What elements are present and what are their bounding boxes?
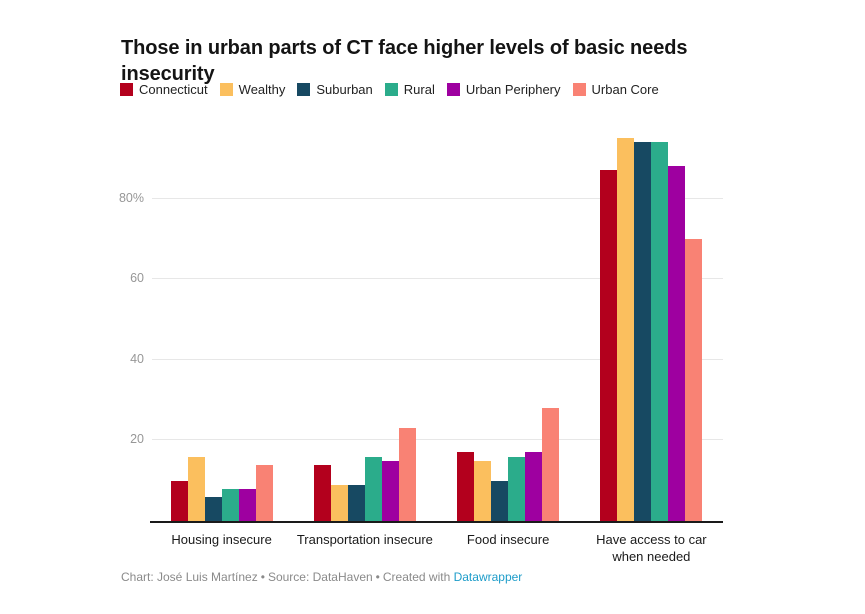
legend: Connecticut Wealthy Suburban Rural Urban Per… bbox=[120, 82, 820, 97]
legend-swatch-icon bbox=[297, 83, 311, 96]
footer-separator: • bbox=[260, 570, 265, 584]
chart-title: Those in urban parts of CT face higher l… bbox=[121, 37, 688, 86]
bar-urban-core bbox=[685, 239, 703, 521]
legend-item-suburban: Suburban bbox=[297, 82, 373, 97]
bar-rural bbox=[221, 489, 239, 521]
legend-swatch-icon bbox=[120, 83, 133, 96]
created-with-text: Created with bbox=[382, 570, 451, 584]
bar-wealthy bbox=[187, 457, 205, 521]
legend-swatch-icon bbox=[219, 83, 233, 96]
x-axis-category-label: Housing insecure bbox=[171, 532, 272, 547]
legend-item-wealthy: Wealthy bbox=[219, 82, 286, 97]
gridline bbox=[152, 278, 723, 280]
y-axis-tick-label: 60 bbox=[130, 271, 144, 286]
bar-suburban bbox=[204, 497, 222, 521]
bar-group-1 bbox=[170, 457, 273, 521]
x-axis-category-label: Food insecure bbox=[466, 532, 550, 547]
legend-item-connecticut: Connecticut bbox=[120, 82, 208, 97]
legend-label: Connecticut bbox=[139, 82, 208, 97]
bar-urban-periphery bbox=[238, 489, 256, 521]
legend-swatch-icon bbox=[572, 83, 586, 96]
bar-connecticut bbox=[170, 481, 188, 521]
plot-area: 20 40 60 80% bbox=[119, 118, 723, 523]
bar-urban-periphery bbox=[381, 461, 399, 521]
bar-connecticut bbox=[313, 465, 331, 521]
bar-urban-core bbox=[542, 408, 560, 521]
datawrapper-link[interactable]: Datawrapper bbox=[453, 570, 523, 584]
footer-separator: • bbox=[375, 570, 380, 584]
y-axis-tick-label: 40 bbox=[130, 351, 144, 366]
bar-wealthy bbox=[330, 485, 348, 521]
bar-rural bbox=[508, 457, 526, 521]
legend-label: Urban Core bbox=[591, 82, 659, 97]
x-axis-category-label: Have access to car when needed bbox=[596, 532, 707, 564]
bar-suburban bbox=[347, 485, 365, 521]
y-axis-tick-label: 80% bbox=[118, 190, 144, 205]
bar-rural bbox=[364, 457, 382, 521]
legend-swatch-icon bbox=[446, 83, 460, 96]
legend-label: Urban Periphery bbox=[465, 82, 561, 97]
credit-text: Chart: José Luis Martínez bbox=[121, 570, 258, 584]
bar-suburban bbox=[491, 481, 509, 521]
source-text: Source: DataHaven bbox=[267, 570, 373, 584]
bar-urban-core bbox=[398, 428, 416, 521]
gridline bbox=[152, 358, 723, 360]
bar-urban-periphery bbox=[668, 166, 686, 521]
bar-wealthy bbox=[474, 461, 492, 521]
bar-group-3 bbox=[457, 408, 560, 521]
legend-label: Suburban bbox=[316, 82, 373, 97]
legend-label: Wealthy bbox=[238, 82, 286, 97]
x-axis-labels: Housing insecure Transportation insecure F… bbox=[150, 531, 723, 565]
bar-group-4 bbox=[600, 138, 703, 521]
bar-wealthy bbox=[617, 138, 635, 521]
chart-footer: Chart: José Luis Martínez • Source: DataHa… bbox=[121, 569, 522, 585]
bar-connecticut bbox=[600, 170, 618, 521]
gridline bbox=[152, 439, 723, 441]
x-axis-line bbox=[150, 521, 723, 523]
legend-swatch-icon bbox=[384, 83, 398, 96]
bar-suburban bbox=[634, 142, 652, 521]
y-axis-tick-label: 20 bbox=[130, 432, 144, 447]
bar-urban-periphery bbox=[525, 452, 543, 521]
gridline bbox=[152, 197, 723, 199]
legend-label: Rural bbox=[403, 82, 435, 97]
bar-rural bbox=[651, 142, 669, 521]
bar-urban-core bbox=[255, 465, 273, 521]
bar-group-2 bbox=[313, 428, 416, 521]
bar-connecticut bbox=[457, 452, 475, 521]
legend-item-urban-core: Urban Core bbox=[572, 82, 659, 97]
legend-item-urban-periphery: Urban Periphery bbox=[446, 82, 561, 97]
legend-item-rural: Rural bbox=[384, 82, 435, 97]
x-axis-category-label: Transportation insecure bbox=[296, 532, 433, 547]
